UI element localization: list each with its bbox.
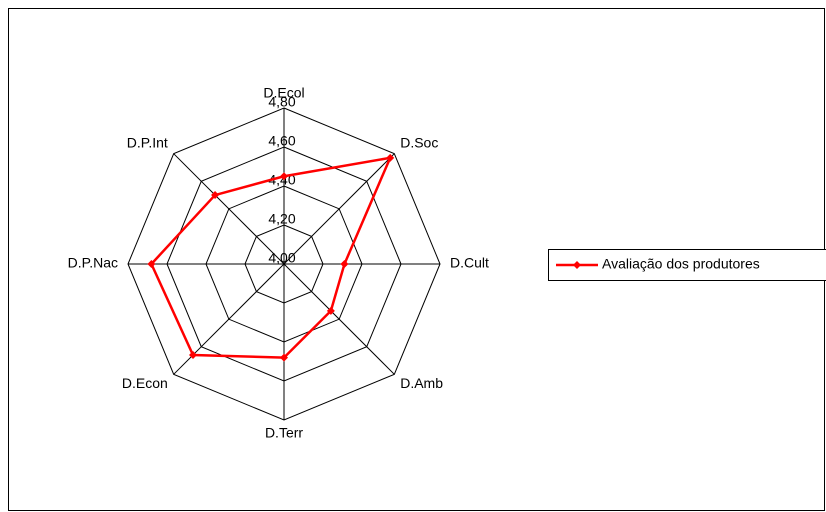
legend-label: Avaliação dos produtores (602, 256, 760, 272)
marker (280, 172, 288, 181)
marker (188, 351, 197, 360)
category-label: D.P.Nac (68, 255, 118, 271)
category-label: D.Amb (400, 375, 443, 391)
category-label: D.Cult (450, 255, 489, 271)
r-tick-label: 4,20 (268, 211, 295, 227)
marker (147, 260, 156, 268)
category-label: D.Terr (265, 425, 303, 441)
marker (340, 260, 349, 268)
category-label: D.Econ (122, 375, 168, 391)
r-tick-label: 4,00 (268, 250, 295, 266)
spoke (283, 153, 395, 265)
spoke (173, 153, 285, 265)
marker (326, 306, 335, 315)
category-label: D.Ecol (263, 85, 304, 101)
category-label: D.P.Int (127, 134, 168, 150)
category-label: D.Soc (400, 134, 438, 150)
marker (211, 191, 220, 200)
marker (386, 153, 395, 162)
marker (280, 353, 288, 362)
r-tick-label: 4,60 (268, 133, 295, 149)
r-tick-label: 4,80 (268, 94, 295, 110)
spoke (283, 263, 395, 375)
legend-marker (573, 261, 581, 269)
